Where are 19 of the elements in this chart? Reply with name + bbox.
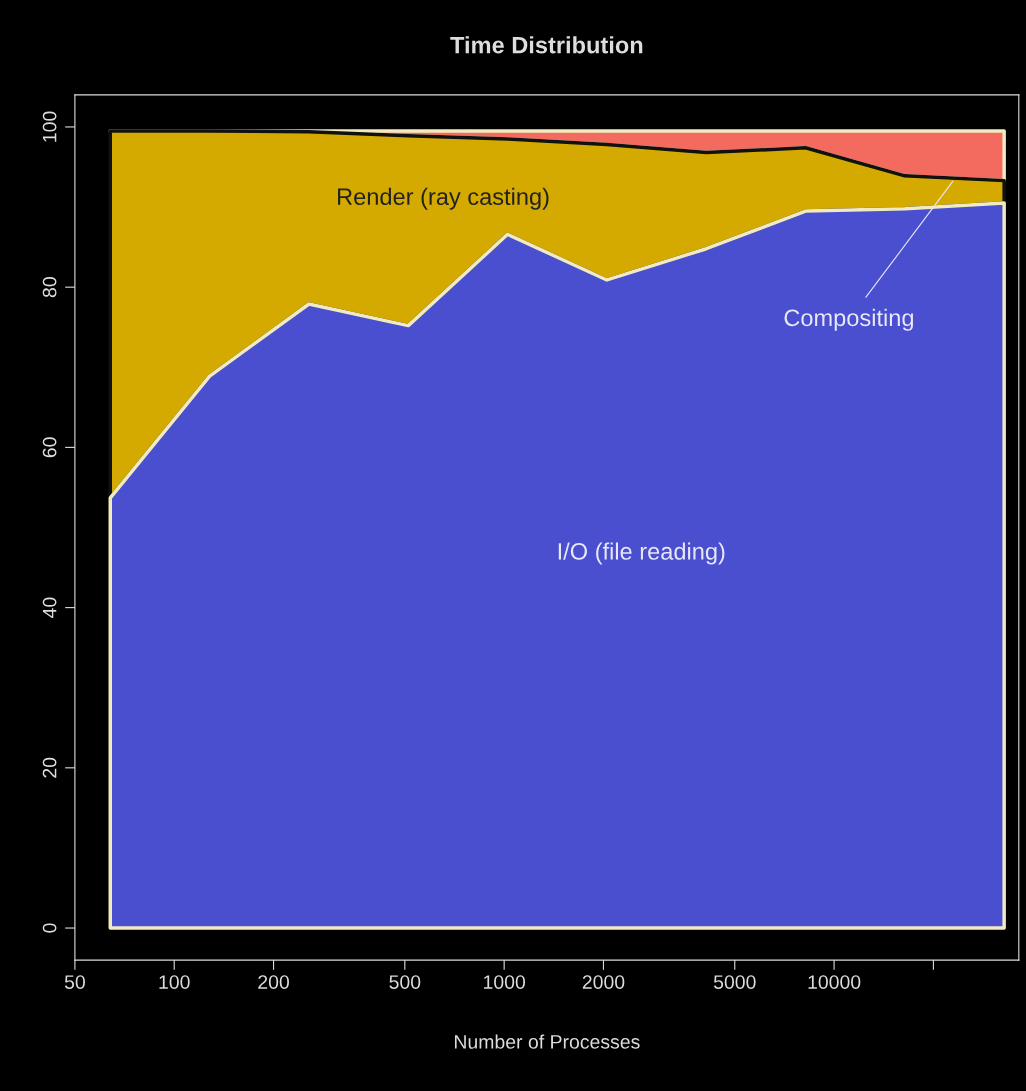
x-tick-label: 200 [258, 975, 289, 989]
x-axis-title: Number of Processes [454, 1034, 640, 1049]
y-tick-label: 20 [42, 757, 57, 778]
y-tick-label: 0 [42, 923, 57, 933]
y-tick-label: 40 [42, 597, 57, 618]
series-label: Render (ray casting) [338, 187, 549, 210]
x-tick-label: 10000 [808, 975, 861, 989]
x-tick-label: 1000 [484, 975, 526, 989]
x-tick-label: 500 [389, 975, 421, 989]
text: Compositing [784, 308, 914, 331]
y-tick-label: 80 [42, 277, 57, 298]
x-tick-label: 100 [159, 975, 190, 989]
series-label: I/O (file reading) [558, 542, 725, 565]
x-tick-label: 5000 [713, 975, 756, 989]
y-tick-label: 100 [42, 111, 57, 142]
x-tick-label: 50 [64, 975, 85, 989]
x-tick-label: 2000 [582, 975, 625, 989]
y-tick-label: 60 [42, 437, 57, 458]
chart-title: Time Distribution [450, 36, 643, 54]
